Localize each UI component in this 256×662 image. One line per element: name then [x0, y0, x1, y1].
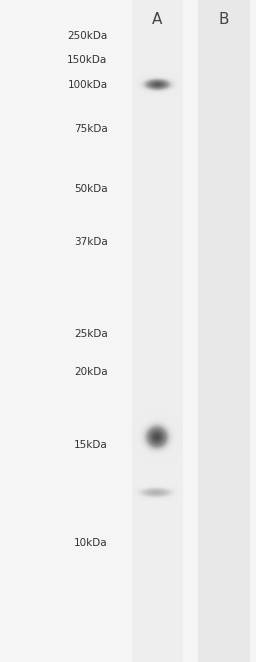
Text: 15kDa: 15kDa [74, 440, 108, 450]
Text: 100kDa: 100kDa [67, 79, 108, 90]
Bar [132, 0, 183, 662]
Text: 250kDa: 250kDa [67, 31, 108, 42]
Text: 25kDa: 25kDa [74, 329, 108, 340]
Text: 150kDa: 150kDa [67, 54, 108, 65]
Bar [198, 0, 250, 662]
Text: A: A [152, 12, 163, 27]
Text: 50kDa: 50kDa [74, 183, 108, 194]
Text: 20kDa: 20kDa [74, 367, 108, 377]
Text: 37kDa: 37kDa [74, 236, 108, 247]
Text: B: B [219, 12, 229, 27]
Text: 75kDa: 75kDa [74, 124, 108, 134]
Text: 10kDa: 10kDa [74, 538, 108, 548]
